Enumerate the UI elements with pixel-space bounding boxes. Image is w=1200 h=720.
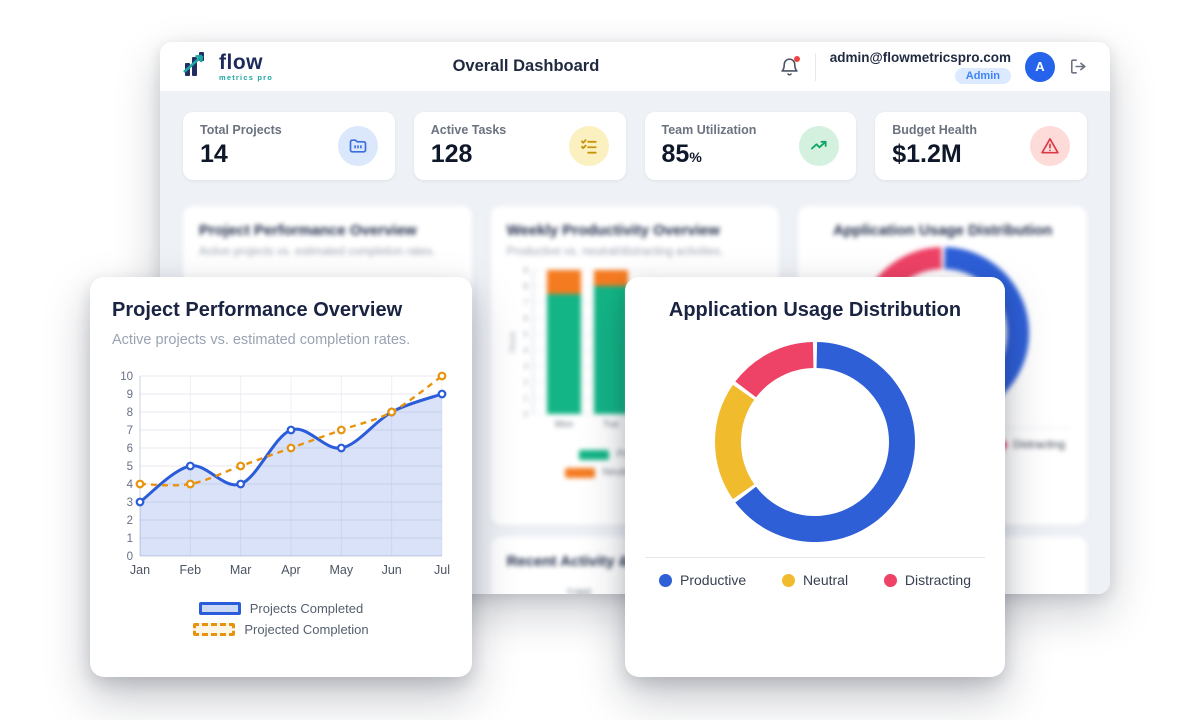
bg-card-title: Application Usage Distribution <box>833 222 1053 239</box>
logo-tagline: metrics pro <box>219 72 274 82</box>
legend-dot-distracting <box>883 573 897 587</box>
logout-icon[interactable] <box>1069 57 1088 76</box>
legend-swatch-neutral <box>564 467 595 478</box>
warning-icon <box>1030 126 1070 166</box>
usage-popup: Application Usage Distribution Productiv… <box>625 277 1005 677</box>
trend-up-icon <box>799 126 840 166</box>
svg-text:10: 10 <box>120 371 133 383</box>
page-title: Overall Dashboard <box>452 57 600 75</box>
bg-card-title: Project Performance Overview <box>199 222 417 239</box>
legend-swatch-projects-completed <box>198 602 241 615</box>
bg-card-title: Weekly Productivity Overview <box>506 222 720 239</box>
stat-value: 14 <box>200 140 228 168</box>
legend-label: Neutral <box>802 572 849 588</box>
legend-label: Productive <box>680 572 747 588</box>
svg-text:2: 2 <box>127 515 133 527</box>
bg-card-subtitle: Active projects vs. estimated completion… <box>199 246 436 258</box>
popup-subtitle: Active projects vs. estimated completion… <box>112 332 411 348</box>
svg-text:Jul: Jul <box>434 563 450 577</box>
app-header: flow metrics pro Overall Dashboard admin… <box>160 42 1110 92</box>
usage-donut-chart <box>715 342 915 542</box>
svg-text:Feb: Feb <box>180 563 202 577</box>
svg-text:Tue: Tue <box>603 419 619 430</box>
folder-icon <box>337 126 378 166</box>
avatar[interactable]: A <box>1025 51 1055 82</box>
legend-label: Distracting <box>904 572 971 588</box>
legend-dot-neutral <box>781 573 795 587</box>
svg-text:0: 0 <box>127 551 133 563</box>
legend-dot-productive <box>659 573 672 587</box>
stat-card-total-projects: Total Projects 14 <box>183 112 395 180</box>
usage-legend: Productive Neutral Distracting <box>645 572 985 588</box>
checklist-icon <box>568 126 609 166</box>
bell-icon[interactable] <box>779 55 801 78</box>
svg-text:5: 5 <box>523 330 528 339</box>
logo-chart-icon <box>182 50 212 83</box>
svg-text:4: 4 <box>523 346 528 355</box>
stats-row: Total Projects 14 Active Tasks 128 <box>183 112 1087 180</box>
svg-text:3: 3 <box>523 362 528 371</box>
svg-text:9: 9 <box>523 266 528 275</box>
stat-card-active-tasks: Active Tasks 128 <box>413 112 626 180</box>
svg-text:6: 6 <box>127 443 133 455</box>
divider <box>814 52 816 81</box>
popup-title: Project Performance Overview <box>112 299 403 321</box>
svg-text:9: 9 <box>127 389 133 401</box>
stat-label: Budget Health <box>892 123 977 137</box>
legend-label: Projected Completion <box>244 622 369 637</box>
stat-label: Active Tasks <box>430 123 507 137</box>
svg-text:Jan: Jan <box>130 563 150 577</box>
svg-text:0: 0 <box>523 410 528 419</box>
svg-text:Mar: Mar <box>230 563 252 577</box>
svg-text:7: 7 <box>127 425 133 437</box>
stat-label: Total Projects <box>200 123 282 137</box>
svg-text:3: 3 <box>127 497 133 509</box>
notification-dot <box>793 55 800 62</box>
svg-text:Apr: Apr <box>281 563 300 577</box>
stat-label: Team Utilization <box>661 123 757 137</box>
stat-card-budget-health: Budget Health $1.2M <box>875 112 1087 180</box>
divider <box>645 557 985 558</box>
legend-swatch-projected-completion <box>193 623 236 636</box>
svg-text:4: 4 <box>127 479 134 491</box>
bg-card-subtitle: Productive vs. neutral/distracting activ… <box>506 246 724 258</box>
svg-text:May: May <box>330 563 354 577</box>
user-email: admin@flowmetricspro.com <box>829 49 1011 65</box>
stat-card-team-utilization: Team Utilization 85% <box>644 112 857 180</box>
legend-swatch-productive <box>578 449 609 460</box>
legend-label: Distracting <box>1013 439 1065 451</box>
svg-text:Jun: Jun <box>382 563 402 577</box>
legend-label: Projects Completed <box>249 601 364 616</box>
stat-value: $1.2M <box>892 140 962 168</box>
svg-text:7: 7 <box>523 298 528 307</box>
svg-text:8: 8 <box>523 282 528 291</box>
role-badge: Admin <box>954 67 1011 84</box>
svg-text:Hours: Hours <box>508 331 517 352</box>
svg-text:6: 6 <box>523 314 528 323</box>
line-legend: Projects Completed Projected Completion <box>112 601 450 637</box>
table-header-time: TIME <box>566 588 593 594</box>
svg-text:Mon: Mon <box>554 419 572 430</box>
stat-value: 128 <box>430 140 473 168</box>
popup-title: Application Usage Distribution <box>668 299 962 321</box>
svg-text:8: 8 <box>127 407 133 419</box>
svg-text:2: 2 <box>523 378 528 387</box>
weekly-bar-chart: 0 1 2 3 4 5 6 7 8 9 Hours Mon Tue <box>508 266 657 430</box>
app-logo: flow metrics pro <box>182 50 273 83</box>
performance-popup: Project Performance Overview Active proj… <box>90 277 472 677</box>
performance-line-chart: 0 1 2 3 4 5 6 7 8 9 10 Jan Feb Mar Apr May Jun Jul <box>120 371 450 577</box>
logo-name: flow <box>219 50 263 74</box>
stat-value: 85 <box>661 140 690 168</box>
svg-text:1: 1 <box>523 394 528 403</box>
svg-text:5: 5 <box>127 461 133 473</box>
svg-text:1: 1 <box>127 533 133 545</box>
